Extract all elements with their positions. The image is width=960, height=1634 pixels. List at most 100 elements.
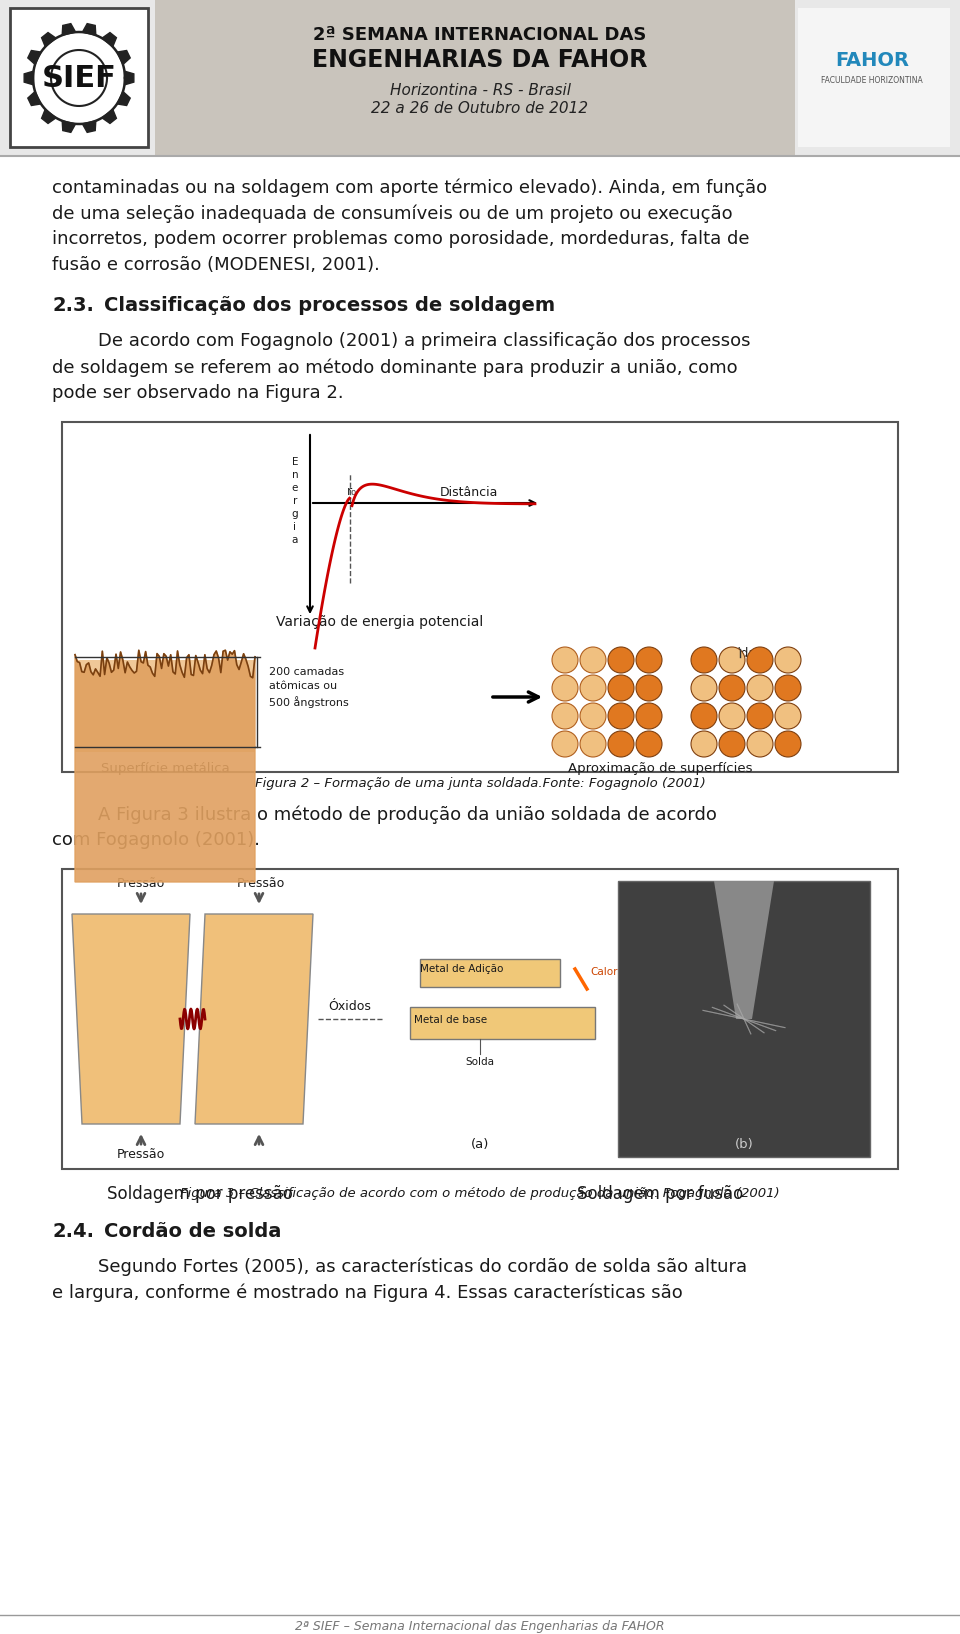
Circle shape [580, 703, 606, 729]
Circle shape [552, 647, 578, 673]
Polygon shape [195, 913, 313, 1124]
Text: i: i [294, 521, 297, 533]
Text: com Fogagnolo (2001).: com Fogagnolo (2001). [52, 832, 260, 850]
Circle shape [636, 730, 662, 757]
Circle shape [552, 703, 578, 729]
Text: FAHOR: FAHOR [835, 51, 909, 70]
Text: (b): (b) [734, 1137, 754, 1150]
Circle shape [608, 647, 634, 673]
Bar [75, 660, 255, 752]
Text: Figura 3 – Classificação de acordo com o método de produção da união. Fogagnolo : Figura 3 – Classificação de acordo com o… [180, 1186, 780, 1199]
Bar [798, 8, 950, 147]
Text: FACULDADE HORIZONTINA: FACULDADE HORIZONTINA [821, 75, 923, 85]
Text: 22 a 26 de Outubro de 2012: 22 a 26 de Outubro de 2012 [372, 101, 588, 116]
Text: r: r [293, 497, 298, 507]
Text: Figura 2 – Formação de uma junta soldada.Fonte: Fogagnolo (2001): Figura 2 – Formação de uma junta soldada… [254, 778, 706, 789]
Polygon shape [41, 109, 56, 124]
Text: e largura, conforme é mostrado na Figura 4. Essas características são: e largura, conforme é mostrado na Figura… [52, 1284, 683, 1302]
Circle shape [580, 730, 606, 757]
Text: r₀: r₀ [347, 485, 357, 498]
Text: 2.3.: 2.3. [52, 296, 94, 315]
Text: 2ª SEMANA INTERNACIONAL DAS: 2ª SEMANA INTERNACIONAL DAS [313, 26, 647, 44]
Text: ENGENHARIAS DA FAHOR: ENGENHARIAS DA FAHOR [312, 47, 648, 72]
Circle shape [719, 647, 745, 673]
Text: Distância: Distância [440, 485, 498, 498]
Text: Solda: Solda [466, 1057, 494, 1067]
Bar [618, 881, 870, 1157]
Polygon shape [28, 51, 41, 64]
Circle shape [719, 730, 745, 757]
Polygon shape [24, 72, 34, 85]
Circle shape [691, 647, 717, 673]
Polygon shape [62, 23, 76, 36]
Text: Aproximação de superfícies: Aproximação de superfícies [567, 761, 753, 775]
Polygon shape [102, 109, 116, 124]
Polygon shape [72, 913, 190, 1124]
Circle shape [580, 675, 606, 701]
Polygon shape [83, 121, 96, 132]
Polygon shape [62, 121, 76, 132]
Bar [62, 422, 898, 771]
Bar [0, 0, 960, 155]
Text: Soldagem por fusão: Soldagem por fusão [577, 1185, 743, 1203]
Text: Solda: Solda [724, 647, 756, 660]
Text: De acordo com Fogagnolo (2001) a primeira classificação dos processos: De acordo com Fogagnolo (2001) a primeir… [52, 332, 751, 350]
Circle shape [747, 730, 773, 757]
Circle shape [747, 703, 773, 729]
Polygon shape [102, 33, 116, 47]
Text: g: g [292, 510, 299, 520]
Text: pode ser observado na Figura 2.: pode ser observado na Figura 2. [52, 384, 344, 402]
Bar [420, 959, 560, 987]
Text: E: E [292, 458, 299, 467]
Circle shape [775, 647, 801, 673]
Bar [155, 0, 795, 155]
Text: n: n [292, 471, 299, 480]
Bar [10, 8, 148, 147]
Text: SIEF: SIEF [41, 64, 116, 93]
Circle shape [775, 703, 801, 729]
Text: contaminadas ou na soldagem com aporte térmico elevado). Ainda, em função: contaminadas ou na soldagem com aporte t… [52, 178, 767, 196]
Polygon shape [28, 92, 41, 106]
Circle shape [608, 703, 634, 729]
Circle shape [636, 675, 662, 701]
Text: Pressão: Pressão [237, 877, 285, 891]
Circle shape [552, 730, 578, 757]
Text: Metal de base: Metal de base [414, 1015, 487, 1025]
Text: Óxidos: Óxidos [328, 1000, 371, 1013]
Polygon shape [714, 881, 774, 1020]
Text: Classificação dos processos de soldagem: Classificação dos processos de soldagem [104, 296, 555, 315]
Circle shape [719, 703, 745, 729]
Text: Pressão: Pressão [117, 1149, 165, 1162]
Text: Pressão: Pressão [117, 877, 165, 891]
Text: Variação de energia potencial: Variação de energia potencial [276, 614, 484, 629]
Circle shape [691, 730, 717, 757]
Text: Metal de Adição: Metal de Adição [420, 964, 503, 974]
Circle shape [608, 730, 634, 757]
Polygon shape [117, 51, 131, 64]
Text: 2ª SIEF – Semana Internacional das Engenharias da FAHOR: 2ª SIEF – Semana Internacional das Engen… [296, 1619, 664, 1632]
Text: (a): (a) [470, 1137, 490, 1150]
Text: A Figura 3 ilustra o método de produção da união soldada de acordo: A Figura 3 ilustra o método de produção … [52, 806, 717, 824]
Circle shape [691, 675, 717, 701]
Polygon shape [117, 92, 131, 106]
Text: a: a [292, 534, 299, 546]
Circle shape [552, 675, 578, 701]
Text: Soldagem por pressão: Soldagem por pressão [108, 1185, 293, 1203]
Text: Superfície metálica: Superfície metálica [101, 761, 229, 775]
Polygon shape [125, 72, 133, 85]
Circle shape [775, 730, 801, 757]
Circle shape [775, 675, 801, 701]
Text: Segundo Fortes (2005), as características do cordão de solda são altura: Segundo Fortes (2005), as característica… [52, 1258, 747, 1276]
Circle shape [580, 647, 606, 673]
Bar [62, 869, 898, 1168]
Text: e: e [292, 484, 299, 493]
Text: 2.4.: 2.4. [52, 1222, 94, 1240]
Text: Calor: Calor [590, 967, 617, 977]
Circle shape [691, 703, 717, 729]
Polygon shape [75, 650, 255, 882]
Circle shape [636, 703, 662, 729]
Circle shape [747, 647, 773, 673]
Text: fusão e corrosão (MODENESI, 2001).: fusão e corrosão (MODENESI, 2001). [52, 257, 380, 275]
Text: de soldagem se referem ao método dominante para produzir a união, como: de soldagem se referem ao método dominan… [52, 358, 737, 376]
Polygon shape [83, 23, 96, 36]
